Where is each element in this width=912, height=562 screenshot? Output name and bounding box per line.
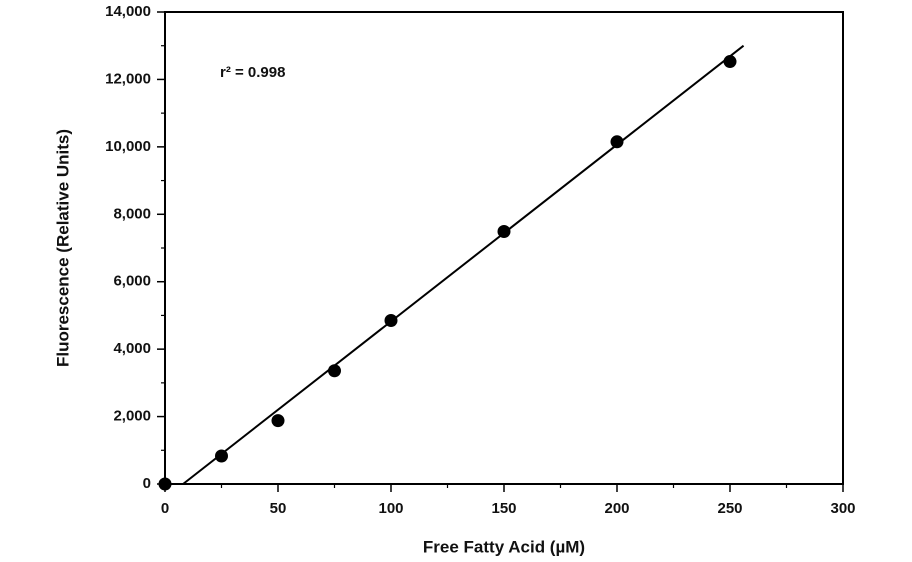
y-tick-label: 12,000: [105, 70, 151, 87]
x-tick-label: 0: [161, 500, 169, 517]
y-tick-label: 8,000: [113, 205, 151, 222]
x-tick-label: 100: [378, 500, 403, 517]
data-point: [158, 477, 172, 491]
data-point: [328, 364, 341, 378]
x-axis-title: Free Fatty Acid (µM): [423, 537, 585, 556]
x-tick-label: 50: [270, 500, 287, 517]
y-tick-label: 2,000: [113, 408, 151, 425]
annotation: r² = 0.998: [220, 64, 285, 81]
y-tick-label: 4,000: [113, 340, 151, 357]
y-tick-label: 0: [143, 475, 151, 492]
data-point: [497, 224, 511, 238]
fit-line: [182, 44, 745, 485]
plot-frame: [164, 11, 844, 485]
y-tick-label: 6,000: [113, 273, 151, 290]
y-axis-title: Fluorescence (Relative Units): [53, 129, 72, 367]
x-tick-label: 250: [717, 500, 742, 517]
x-tick-label: 300: [830, 500, 855, 517]
data-point: [271, 414, 285, 428]
y-tick-label: 14,000: [105, 3, 151, 20]
x-tick-label: 200: [604, 500, 629, 517]
data-point: [723, 55, 737, 69]
x-tick-label: 150: [491, 500, 516, 517]
data-point: [610, 135, 624, 149]
y-tick-label: 10,000: [105, 138, 151, 155]
data-point: [384, 313, 398, 327]
data-point: [215, 449, 228, 463]
